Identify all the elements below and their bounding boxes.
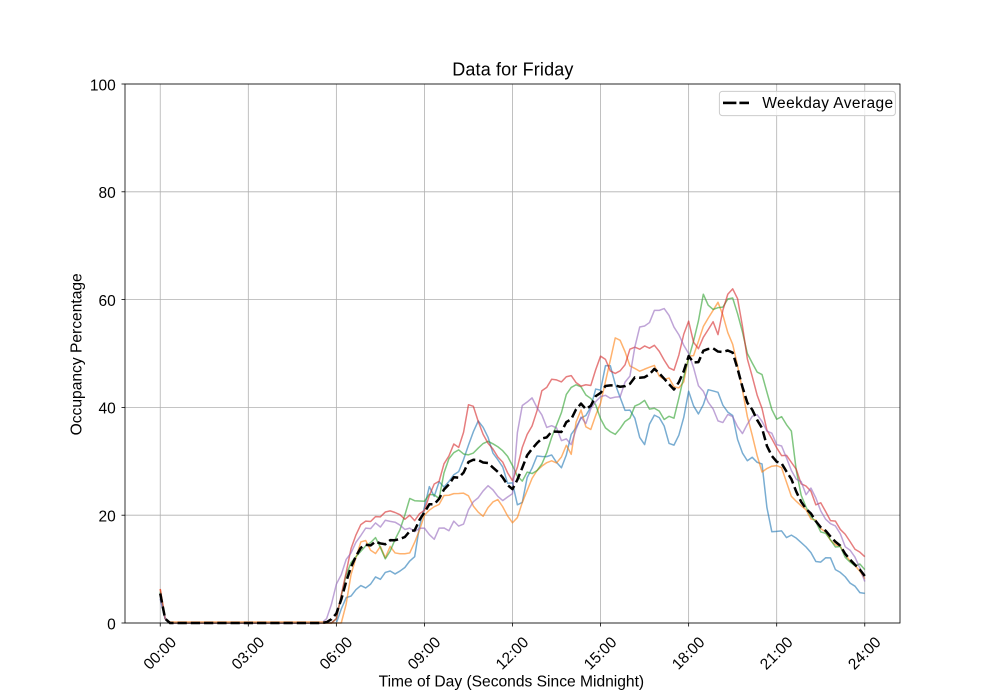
svg-text:60: 60	[99, 293, 117, 310]
svg-text:Time of Day (Seconds Since Mid: Time of Day (Seconds Since Midnight)	[379, 673, 645, 690]
svg-text:Weekday Average: Weekday Average	[762, 95, 893, 112]
svg-text:0: 0	[107, 616, 116, 633]
svg-text:Occupancy Percentage: Occupancy Percentage	[68, 273, 85, 435]
svg-text:80: 80	[99, 185, 117, 202]
svg-text:20: 20	[99, 509, 117, 526]
svg-text:Data for Friday: Data for Friday	[452, 60, 573, 80]
svg-text:100: 100	[90, 77, 116, 94]
svg-text:40: 40	[99, 401, 117, 418]
